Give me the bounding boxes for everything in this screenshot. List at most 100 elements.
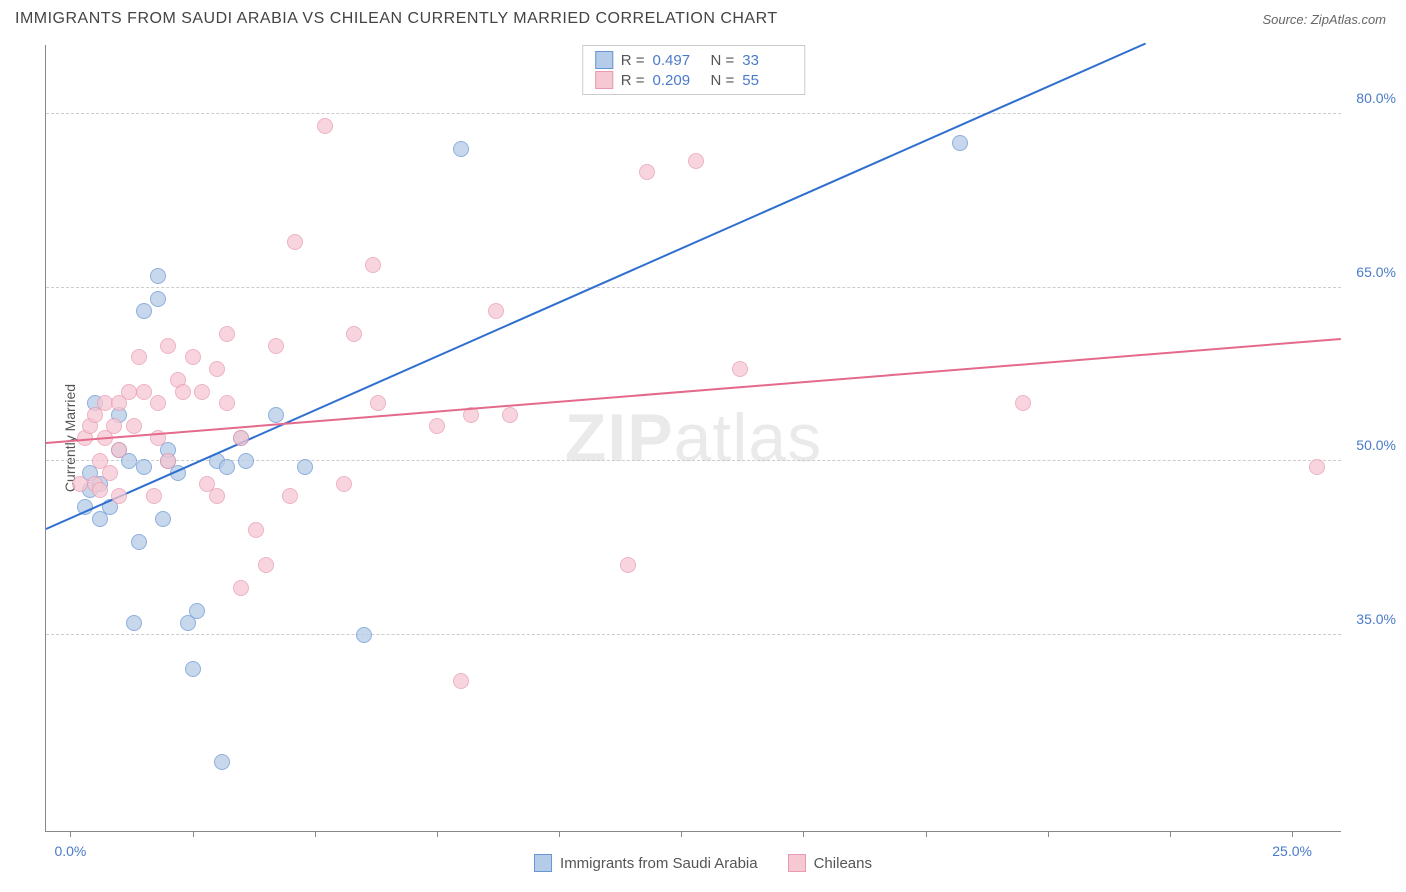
y-tick-label: 80.0% <box>1356 90 1396 106</box>
stats-row: R =0.209N =55 <box>595 70 793 90</box>
data-point <box>214 754 230 770</box>
series-legend: Immigrants from Saudi Arabia Chileans <box>534 854 872 872</box>
data-point <box>106 418 122 434</box>
data-point <box>370 395 386 411</box>
legend-swatch <box>534 854 552 872</box>
data-point <box>356 627 372 643</box>
data-point <box>639 164 655 180</box>
y-tick-label: 35.0% <box>1356 611 1396 627</box>
data-point <box>111 442 127 458</box>
legend-item: Immigrants from Saudi Arabia <box>534 854 758 872</box>
legend-item: Chileans <box>788 854 872 872</box>
x-tick <box>1292 831 1293 837</box>
data-point <box>1015 395 1031 411</box>
gridline <box>46 287 1341 288</box>
data-point <box>136 384 152 400</box>
watermark: ZIPatlas <box>565 399 822 477</box>
x-tick <box>926 831 927 837</box>
data-point <box>194 384 210 400</box>
x-tick <box>1170 831 1171 837</box>
data-point <box>258 557 274 573</box>
source-label: Source: ZipAtlas.com <box>1262 12 1386 27</box>
x-tick <box>193 831 194 837</box>
data-point <box>688 153 704 169</box>
data-point <box>297 459 313 475</box>
r-label: R = <box>621 72 645 89</box>
data-point <box>1309 459 1325 475</box>
data-point <box>131 349 147 365</box>
chart-title: IMMIGRANTS FROM SAUDI ARABIA VS CHILEAN … <box>15 10 778 28</box>
data-point <box>219 459 235 475</box>
data-point <box>126 418 142 434</box>
data-point <box>233 580 249 596</box>
stats-legend: R =0.497N =33R =0.209N =55 <box>582 45 806 95</box>
data-point <box>502 407 518 423</box>
data-point <box>268 338 284 354</box>
legend-label: Immigrants from Saudi Arabia <box>560 855 758 872</box>
data-point <box>219 395 235 411</box>
data-point <box>136 303 152 319</box>
data-point <box>952 135 968 151</box>
x-tick <box>559 831 560 837</box>
data-point <box>453 673 469 689</box>
x-tick <box>803 831 804 837</box>
data-point <box>233 430 249 446</box>
data-point <box>97 395 113 411</box>
data-point <box>146 488 162 504</box>
gridline <box>46 113 1341 114</box>
data-point <box>160 338 176 354</box>
data-point <box>282 488 298 504</box>
data-point <box>150 291 166 307</box>
r-label: R = <box>621 52 645 69</box>
data-point <box>136 459 152 475</box>
legend-swatch <box>595 71 613 89</box>
y-tick-label: 50.0% <box>1356 437 1396 453</box>
data-point <box>92 482 108 498</box>
data-point <box>175 384 191 400</box>
data-point <box>238 453 254 469</box>
x-tick <box>1048 831 1049 837</box>
stats-row: R = 0.497 N = 33 <box>595 50 793 70</box>
data-point <box>102 465 118 481</box>
data-point <box>185 661 201 677</box>
x-tick <box>315 831 316 837</box>
data-point <box>429 418 445 434</box>
y-tick-label: 65.0% <box>1356 264 1396 280</box>
data-point <box>189 603 205 619</box>
x-tick <box>681 831 682 837</box>
data-point <box>732 361 748 377</box>
data-point <box>248 522 264 538</box>
data-point <box>126 615 142 631</box>
legend-swatch <box>595 51 613 69</box>
data-point <box>121 384 137 400</box>
x-tick <box>70 831 71 837</box>
legend-swatch <box>788 854 806 872</box>
x-tick-label: 0.0% <box>54 843 86 859</box>
r-value: 0.209 <box>653 72 703 89</box>
y-axis-label: Currently Married <box>62 384 78 492</box>
r-value: 0.497 <box>653 52 703 69</box>
n-label: N = <box>711 52 735 69</box>
data-point <box>72 476 88 492</box>
n-value: 33 <box>742 52 792 69</box>
data-point <box>365 257 381 273</box>
n-value: 55 <box>742 72 792 89</box>
x-tick <box>437 831 438 837</box>
data-point <box>287 234 303 250</box>
data-point <box>111 488 127 504</box>
scatter-chart: Currently Married ZIPatlas R = 0.497 N = 33… <box>45 45 1341 832</box>
data-point <box>131 534 147 550</box>
data-point <box>219 326 235 342</box>
data-point <box>317 118 333 134</box>
data-point <box>160 453 176 469</box>
data-point <box>488 303 504 319</box>
x-tick-label: 25.0% <box>1272 843 1312 859</box>
data-point <box>268 407 284 423</box>
data-point <box>209 488 225 504</box>
data-point <box>453 141 469 157</box>
data-point <box>150 268 166 284</box>
trend-line <box>46 338 1341 444</box>
data-point <box>620 557 636 573</box>
data-point <box>336 476 352 492</box>
data-point <box>346 326 362 342</box>
